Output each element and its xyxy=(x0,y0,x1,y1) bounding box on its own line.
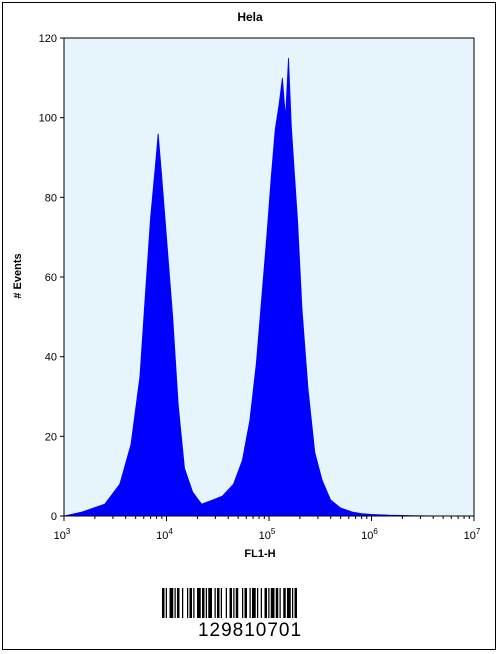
barcode-bar xyxy=(174,588,176,618)
barcode-number: 129810701 xyxy=(197,620,303,641)
barcode-bar xyxy=(217,588,220,618)
y-tick-label: 40 xyxy=(45,352,57,364)
barcode-bar xyxy=(264,588,267,618)
x-tick-label: 106 xyxy=(361,527,378,542)
y-tick-label: 20 xyxy=(45,431,57,443)
barcode-bar xyxy=(182,588,184,618)
barcode-bar xyxy=(242,588,244,618)
barcode-bar xyxy=(233,588,235,618)
barcode-image xyxy=(162,588,297,618)
histogram-chart: 0 20 40 60 80 100 120 103 104 105 106 107 xyxy=(39,33,481,542)
barcode-bar xyxy=(270,588,275,618)
barcode-bar xyxy=(249,588,251,618)
barcode-bar xyxy=(294,588,297,618)
x-axis: 103 104 105 106 107 xyxy=(54,516,481,542)
x-tick-label: 103 xyxy=(54,527,71,542)
y-axis: 0 20 40 60 80 100 120 xyxy=(39,33,64,523)
barcode-bar xyxy=(292,588,294,618)
y-tick-label: 80 xyxy=(45,192,57,204)
barcode-bar xyxy=(202,588,205,618)
y-tick-label: 60 xyxy=(45,272,57,284)
barcode-bar xyxy=(187,588,189,618)
x-tick-label: 105 xyxy=(259,527,276,542)
barcode-bar xyxy=(235,588,239,618)
barcode-bar xyxy=(225,588,227,618)
barcode-bar xyxy=(220,588,222,618)
barcode-bar xyxy=(244,588,247,618)
barcode-bar xyxy=(260,588,262,618)
barcode-bar xyxy=(193,588,195,618)
barcode-bar xyxy=(283,588,286,618)
barcode-bar xyxy=(275,588,279,618)
chart-title: Hela xyxy=(237,10,263,24)
y-tick-label: 100 xyxy=(39,113,57,125)
y-tick-label: 120 xyxy=(39,33,57,45)
barcode-bar xyxy=(197,588,201,618)
x-axis-label: FL1-H xyxy=(244,548,276,560)
barcode-bar xyxy=(177,588,180,618)
barcode-bar xyxy=(162,588,165,618)
y-tick-label: 0 xyxy=(51,511,57,523)
histogram-series xyxy=(63,57,444,517)
barcode-bar xyxy=(205,588,207,618)
barcode-bar xyxy=(189,588,192,618)
x-tick-label: 104 xyxy=(156,527,173,542)
barcode-bar xyxy=(229,588,232,618)
barcode-bar xyxy=(169,588,174,618)
barcode-bar xyxy=(268,588,270,618)
barcode-bar xyxy=(208,588,212,618)
barcode-bar xyxy=(214,588,216,618)
barcode-bar xyxy=(279,588,281,618)
barcode-bar xyxy=(252,588,256,618)
barcode-bar xyxy=(257,588,259,618)
barcode-bar xyxy=(287,588,291,618)
barcode-bar xyxy=(165,588,167,618)
histogram-area xyxy=(63,57,444,517)
x-tick-label: 107 xyxy=(464,527,481,542)
